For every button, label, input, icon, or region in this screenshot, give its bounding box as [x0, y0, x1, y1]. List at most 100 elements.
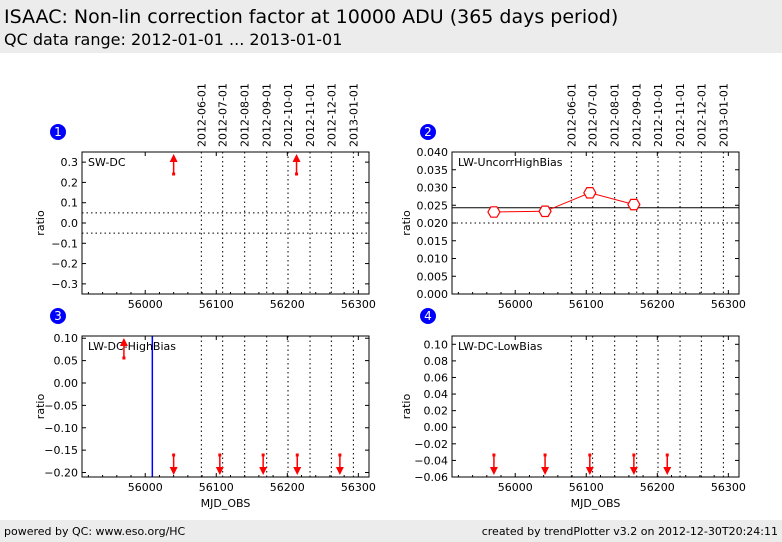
- plot-panel-3: 3 56000 56100 56200 56300 0.10 0.05 0.00 −0.05 −0…: [34, 308, 376, 510]
- offscale-arrowhead: [293, 467, 302, 475]
- panel-number: 3: [54, 309, 62, 323]
- y-tick-label: −0.20: [44, 467, 78, 480]
- y-tick-label: 0.035: [417, 164, 449, 177]
- date-label: 2012-09-01: [631, 83, 644, 147]
- y-tick-label: 0.010: [417, 253, 449, 266]
- offscale-marker: [632, 453, 636, 457]
- data-point: [583, 187, 597, 199]
- x-axis-label: MJD_OBS: [571, 497, 621, 510]
- y-tick-label: −0.15: [44, 444, 78, 457]
- y-tick-label: −0.3: [51, 278, 78, 291]
- footer: powered by QC: www.eso.org/HC created by…: [0, 520, 782, 542]
- x-tick-label: 56100: [569, 481, 604, 494]
- y-tick-label: −0.05: [44, 399, 78, 412]
- y-tick-label: 0.0: [61, 217, 79, 230]
- data-point: [538, 205, 552, 218]
- y-tick-label: −0.02: [414, 438, 448, 451]
- y-tick-label: 0.10: [54, 332, 79, 345]
- date-label: 2012-06-01: [195, 83, 208, 147]
- offscale-marker: [338, 453, 342, 457]
- offscale-arrowhead: [292, 154, 301, 162]
- panel-number: 2: [424, 125, 432, 139]
- panel-number-badge: [50, 308, 66, 324]
- y-tick-label: 0.05: [54, 355, 79, 368]
- date-label: 2013-01-01: [717, 83, 730, 147]
- x-tick-label: 56300: [341, 481, 376, 494]
- panel-number: 4: [424, 309, 432, 323]
- offscale-marker: [295, 453, 299, 457]
- offscale-arrowhead: [585, 467, 594, 475]
- y-tick-label: 0.000: [417, 288, 449, 301]
- axes-frame: [81, 151, 370, 295]
- offscale-arrowhead: [489, 467, 498, 475]
- y-tick-label: 0.02: [424, 405, 449, 418]
- x-tick-label: 56300: [711, 298, 746, 311]
- data-point: [627, 198, 641, 211]
- date-label: 2012-07-01: [217, 83, 230, 147]
- offscale-arrowhead: [259, 467, 268, 475]
- y-tick-label: 0.2: [61, 176, 79, 189]
- x-tick-label: 56000: [498, 481, 533, 494]
- offscale-arrowhead: [169, 467, 178, 475]
- axes-frame: [81, 335, 370, 478]
- y-tick-label: 0.015: [417, 235, 449, 248]
- series-line: [493, 192, 634, 213]
- series-label: LW-UncorrHighBias: [458, 156, 563, 169]
- offscale-marker: [172, 453, 176, 457]
- y-tick-label: 0.1: [61, 197, 79, 210]
- date-label: 2012-08-01: [609, 83, 622, 147]
- y-tick-label: 0.025: [417, 199, 449, 212]
- offscale-marker: [218, 453, 222, 457]
- panel-number-badge: [50, 124, 66, 140]
- offscale-arrowhead: [663, 467, 672, 475]
- y-tick-label: 0.04: [424, 388, 449, 401]
- offscale-arrowhead: [169, 154, 178, 162]
- offscale-marker: [295, 172, 299, 176]
- y-tick-label: 0.030: [417, 182, 449, 195]
- y-tick-label: 0.08: [424, 355, 449, 368]
- y-tick-label: 0.00: [54, 377, 79, 390]
- y-tick-label: 0.06: [424, 371, 449, 384]
- y-tick-label: 0.020: [417, 217, 449, 230]
- plot-panel-1: 1 2012-06-01 2012-07-01 2012-08-01 2012-09-0…: [34, 83, 376, 311]
- date-label: 2012-10-01: [652, 83, 665, 147]
- offscale-marker: [543, 453, 547, 457]
- date-label: 2012-08-01: [239, 83, 252, 147]
- y-tick-label: −0.06: [414, 471, 448, 484]
- date-label: 2012-07-01: [587, 83, 600, 147]
- plot-panel-2: 2 2012-06-01 2012-07-01 2012-08-01 2012-09-0…: [400, 83, 746, 311]
- y-axis-label: ratio: [400, 210, 413, 236]
- x-tick-label: 56200: [270, 298, 305, 311]
- x-tick-label: 56200: [270, 481, 305, 494]
- page-title: ISAAC: Non-lin correction factor at 1000…: [4, 6, 619, 28]
- panel-number-badge: [420, 124, 436, 140]
- offscale-arrowhead: [541, 467, 550, 475]
- offscale-arrowhead: [119, 338, 128, 346]
- panel-number: 1: [54, 125, 62, 139]
- offscale-marker: [588, 453, 592, 457]
- y-tick-label: −0.2: [51, 258, 78, 271]
- offscale-arrowhead: [215, 467, 224, 475]
- y-axis-label: ratio: [34, 394, 47, 420]
- footer-left: powered by QC: www.eso.org/HC: [4, 525, 186, 538]
- y-axis-label: ratio: [34, 210, 47, 236]
- y-tick-label: 0.3: [61, 156, 79, 169]
- offscale-marker: [261, 453, 265, 457]
- x-tick-label: 56100: [199, 481, 234, 494]
- series-label: SW-DC: [88, 156, 126, 169]
- offscale-marker: [122, 356, 126, 360]
- x-tick-label: 56200: [640, 298, 675, 311]
- y-tick-label: 0.10: [424, 338, 449, 351]
- x-tick-label: 56200: [640, 481, 675, 494]
- offscale-arrowhead: [335, 467, 344, 475]
- offscale-marker: [492, 453, 496, 457]
- date-label: 2012-12-01: [695, 83, 708, 147]
- offscale-marker: [665, 453, 669, 457]
- y-tick-label: 0.005: [417, 270, 449, 283]
- x-tick-label: 56300: [711, 481, 746, 494]
- date-label: 2012-11-01: [304, 83, 317, 147]
- x-axis-label: MJD_OBS: [201, 497, 251, 510]
- axes-frame: [451, 335, 740, 478]
- series-label: LW-DC-LowBias: [458, 340, 543, 353]
- x-tick-label: 56300: [341, 298, 376, 311]
